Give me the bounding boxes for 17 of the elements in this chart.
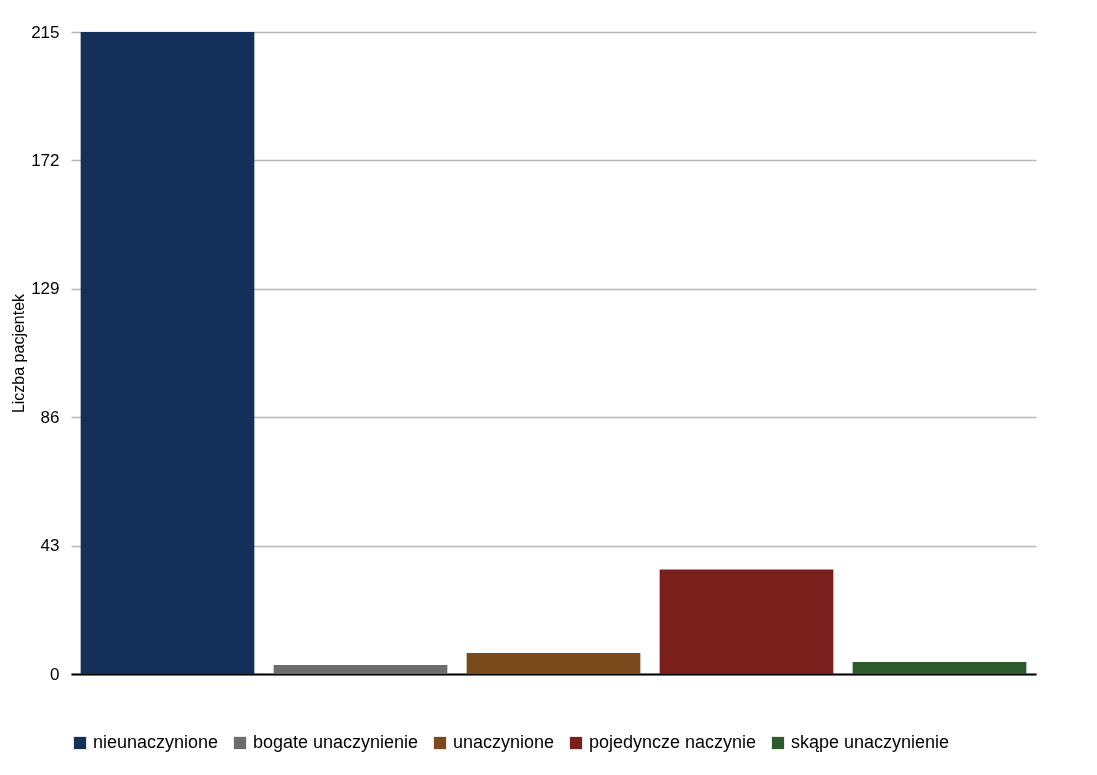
legend-label: unaczynione bbox=[453, 732, 555, 752]
y-tick-label: 86 bbox=[40, 407, 60, 427]
bar bbox=[273, 665, 448, 674]
y-tick-label: 129 bbox=[31, 279, 60, 299]
bar bbox=[852, 662, 1027, 674]
y-axis-title: Liczba pacjentek bbox=[10, 292, 28, 414]
y-tick-label: 0 bbox=[50, 664, 60, 684]
bar bbox=[80, 32, 255, 674]
y-tick-label: 43 bbox=[40, 536, 60, 556]
y-tick-label: 172 bbox=[31, 150, 60, 170]
legend-label: nieunaczynione bbox=[93, 732, 219, 752]
bar bbox=[659, 569, 834, 674]
legend-label: pojedyncze naczynie bbox=[589, 732, 757, 752]
bar bbox=[466, 653, 641, 674]
legend-label: bogate unaczynienie bbox=[253, 732, 419, 752]
legend-label: skąpe unaczynienie bbox=[791, 732, 950, 752]
y-tick-label: 215 bbox=[31, 22, 60, 42]
